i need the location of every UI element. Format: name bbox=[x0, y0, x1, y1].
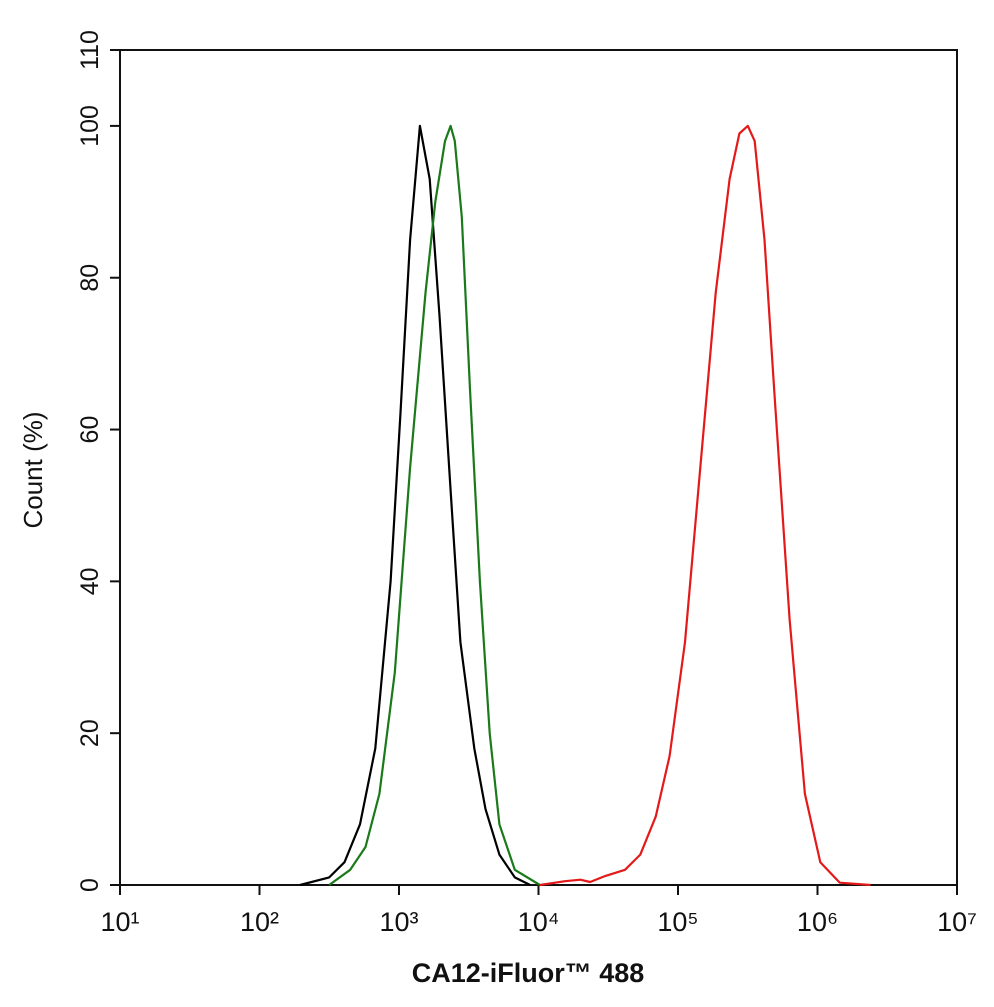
x-tick-label: 10⁵ bbox=[657, 907, 698, 937]
y-tick-label: 0 bbox=[76, 878, 104, 892]
y-tick-label: 110 bbox=[76, 30, 104, 70]
y-tick-label: 20 bbox=[76, 719, 104, 747]
y-axis-label: Count (%) bbox=[18, 411, 48, 528]
x-tick-label: 10² bbox=[240, 907, 279, 937]
plot-frame bbox=[119, 49, 958, 886]
y-tick-label: 40 bbox=[76, 567, 104, 595]
x-tick-label: 10³ bbox=[379, 907, 418, 937]
x-tick-label: 10⁴ bbox=[518, 907, 560, 937]
x-tick-label: 10⁶ bbox=[797, 907, 838, 937]
x-axis-label: CA12-iFluor™ 488 bbox=[412, 958, 645, 988]
series-line bbox=[299, 124, 531, 887]
y-tick-label: 80 bbox=[76, 264, 104, 292]
y-tick-label: 60 bbox=[76, 416, 104, 444]
x-tick-label: 10¹ bbox=[100, 907, 139, 937]
series-line bbox=[539, 124, 871, 887]
series-line bbox=[328, 124, 541, 886]
y-tick-label: 100 bbox=[76, 105, 104, 147]
x-tick-label: 10⁷ bbox=[937, 907, 977, 937]
